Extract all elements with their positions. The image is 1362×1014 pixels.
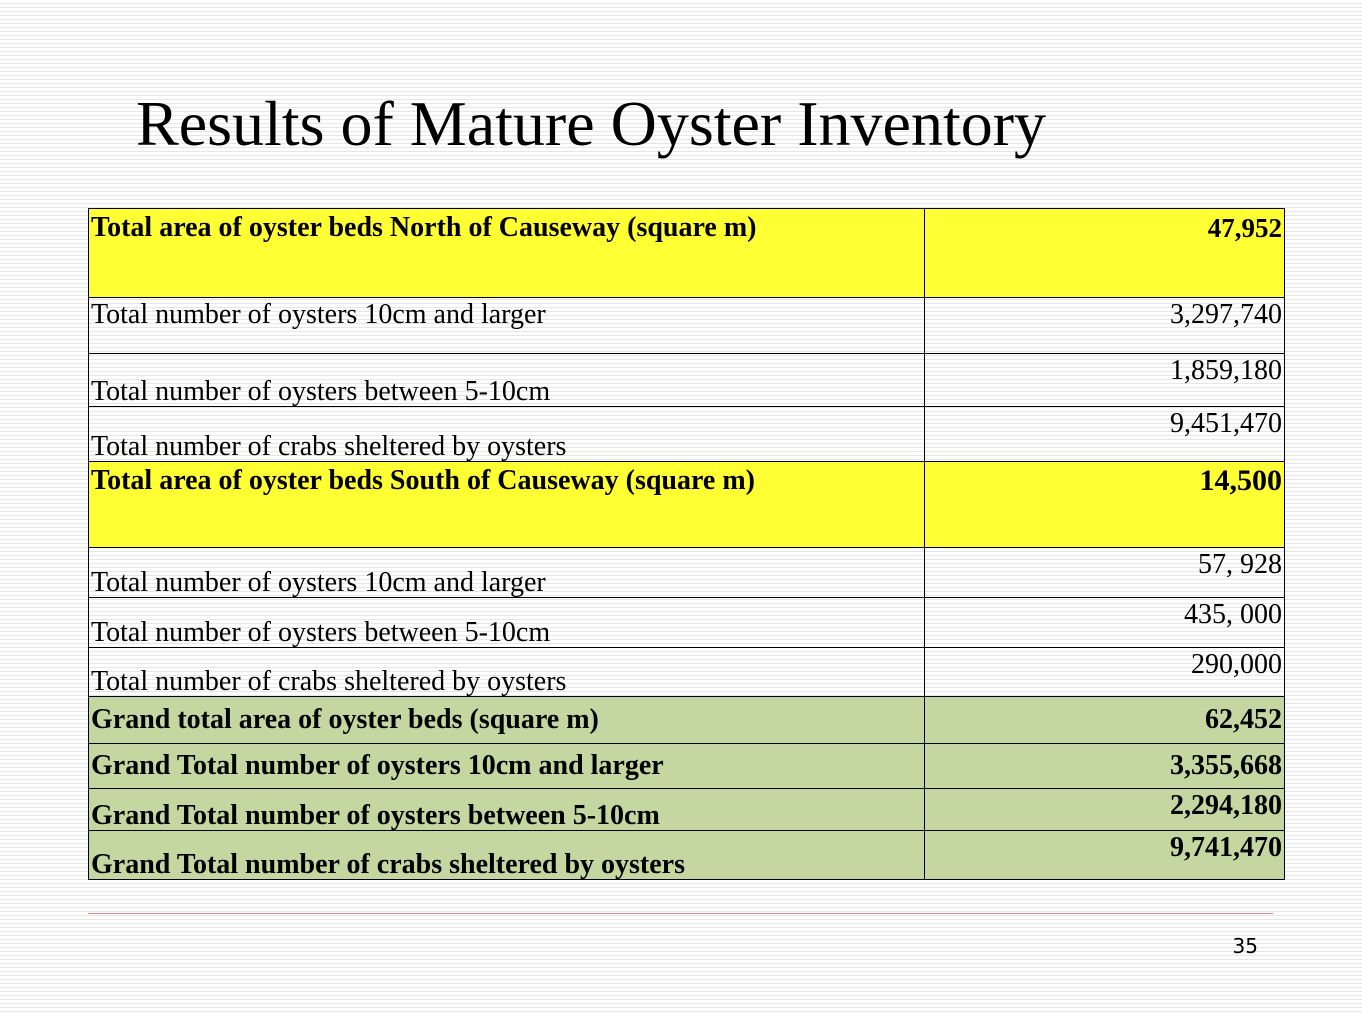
- row-label: Total number of crabs sheltered by oyste…: [88, 406, 925, 462]
- row-label: Total number of oysters 10cm and larger: [88, 547, 925, 598]
- table-row-grand-total-large: Grand Total number of oysters 10cm and l…: [88, 743, 1285, 789]
- row-value: 57, 928: [924, 547, 1285, 598]
- table-row-south-area: Total area of oyster beds South of Cause…: [88, 461, 1285, 548]
- oyster-inventory-table: Total area of oyster beds North of Cause…: [88, 208, 1285, 880]
- row-label: Total area of oyster beds North of Cause…: [88, 208, 925, 298]
- row-value: 3,297,740: [924, 297, 1285, 354]
- table-row-grand-total-area: Grand total area of oyster beds (square …: [88, 696, 1285, 744]
- table-row: Total number of oysters 10cm and larger …: [88, 297, 1285, 354]
- table-row-grand-total-crabs: Grand Total number of crabs sheltered by…: [88, 830, 1285, 880]
- row-label: Total number of crabs sheltered by oyste…: [88, 647, 925, 697]
- row-label: Total area of oyster beds South of Cause…: [88, 461, 925, 548]
- table-row-north-area: Total area of oyster beds North of Cause…: [88, 208, 1285, 298]
- table-row: Total number of oysters between 5-10cm 1…: [88, 353, 1285, 407]
- row-value: 9,451,470: [924, 406, 1285, 462]
- row-value: 14,500: [924, 461, 1285, 548]
- row-value: 3,355,668: [924, 743, 1285, 789]
- row-label: Grand Total number of oysters between 5-…: [88, 788, 925, 831]
- table-row-grand-total-medium: Grand Total number of oysters between 5-…: [88, 788, 1285, 831]
- table-row: Total number of oysters between 5-10cm 4…: [88, 597, 1285, 648]
- footer-divider: [88, 913, 1273, 914]
- row-label: Grand total area of oyster beds (square …: [88, 696, 925, 744]
- row-label: Total number of oysters between 5-10cm: [88, 353, 925, 407]
- row-value: 1,859,180: [924, 353, 1285, 407]
- table-row: Total number of oysters 10cm and larger …: [88, 547, 1285, 598]
- row-value: 2,294,180: [924, 788, 1285, 831]
- row-value: 47,952: [924, 208, 1285, 298]
- row-label: Total number of oysters 10cm and larger: [88, 297, 925, 354]
- row-label: Total number of oysters between 5-10cm: [88, 597, 925, 648]
- table-row: Total number of crabs sheltered by oyste…: [88, 647, 1285, 697]
- row-value: 290,000: [924, 647, 1285, 697]
- row-value: 62,452: [924, 696, 1285, 744]
- row-value: 9,741,470: [924, 830, 1285, 880]
- row-label: Grand Total number of oysters 10cm and l…: [88, 743, 925, 789]
- slide-title: Results of Mature Oyster Inventory: [136, 88, 1047, 159]
- row-label: Grand Total number of crabs sheltered by…: [88, 830, 925, 880]
- page-number: 35: [1232, 934, 1258, 958]
- table-row: Total number of crabs sheltered by oyste…: [88, 406, 1285, 462]
- row-value: 435, 000: [924, 597, 1285, 648]
